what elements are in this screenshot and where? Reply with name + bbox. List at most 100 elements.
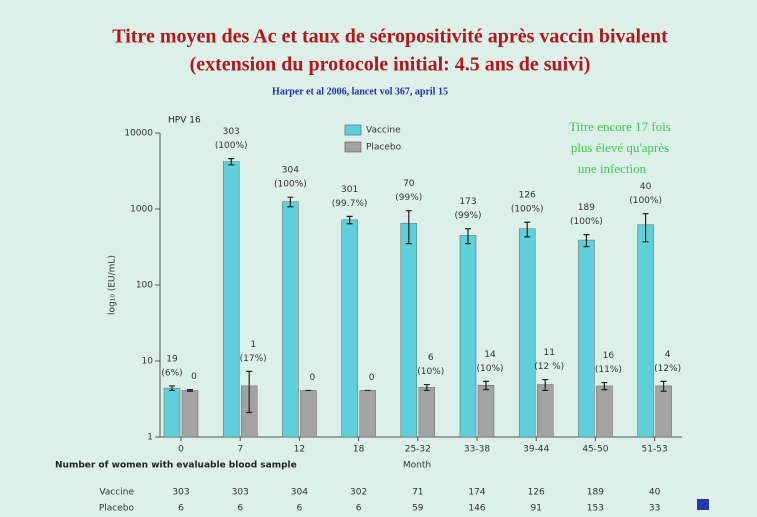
x-tick-label: 12: [294, 445, 305, 455]
percent-label: (100%): [274, 180, 307, 190]
percent-label: (100%): [511, 205, 544, 215]
bar: [536, 384, 554, 438]
percent-label: (12%): [654, 364, 681, 374]
percent-label: (11%): [595, 365, 622, 375]
table-title: Number of women with evaluable blood sam…: [55, 461, 297, 471]
count-label: 173: [459, 197, 476, 207]
error-bar: [465, 228, 471, 245]
error-bar: [346, 215, 353, 225]
table-row-label: Placebo: [99, 504, 135, 514]
percent-label: (12 %): [534, 362, 564, 372]
count-label: 0: [191, 372, 197, 382]
count-label: 6: [428, 353, 434, 363]
bar: [222, 161, 240, 438]
count-label: 301: [341, 185, 358, 195]
bar: [596, 385, 613, 438]
legend-label: Placebo: [366, 143, 402, 153]
count-label: 16: [603, 351, 615, 361]
source: Harper et al 2006, lancet vol 367, april…: [272, 86, 448, 97]
error-bar: [423, 383, 430, 392]
error-bar: [660, 380, 667, 392]
bar: [477, 384, 495, 438]
count-label: 1: [250, 340, 256, 350]
title: Titre moyen des Ac et taux de séropositi…: [112, 26, 668, 48]
count-label: 19: [166, 354, 178, 364]
count-label: 304: [282, 166, 299, 176]
percent-label: (6%): [161, 368, 182, 378]
table-cell: 6: [237, 504, 243, 514]
slide-icon: [697, 499, 709, 510]
y-axis-label: log₁₀ (EU/mL): [108, 255, 118, 315]
x-tick-label: 45-50: [582, 445, 608, 455]
bar: [341, 219, 358, 438]
bar: [459, 235, 477, 438]
bar: [163, 387, 181, 438]
count-label: 40: [640, 182, 652, 192]
x-tick-label: 0: [178, 445, 184, 455]
y-tick-label: 10: [142, 357, 154, 367]
table-cell: 303: [232, 488, 249, 498]
count-label: 11: [543, 348, 554, 358]
annotation: une infection: [578, 161, 647, 176]
y-tick-label: 1: [147, 433, 153, 443]
percent-label: (99.7%): [332, 199, 368, 209]
bar: [655, 385, 672, 438]
y-tick-label: 10000: [124, 129, 153, 139]
bar: [181, 390, 199, 438]
error-bar: [524, 221, 531, 238]
subtitle: (extension du protocole initial: 4.5 ans…: [190, 54, 591, 76]
table-cell: 146: [468, 504, 485, 514]
bar: [637, 224, 654, 438]
x-tick-label: 39-44: [523, 445, 549, 455]
table-row-label: Vaccine: [99, 488, 134, 498]
x-axis-label: Month: [403, 461, 431, 471]
bar: [359, 390, 376, 438]
table-cell: 40: [649, 488, 661, 498]
percent-label: (17%): [240, 354, 267, 364]
count-label: 0: [369, 373, 375, 383]
x-tick-label: 7: [237, 445, 243, 455]
error-bar: [601, 381, 608, 391]
count-label: 189: [578, 203, 595, 213]
legend-swatch: [344, 141, 362, 153]
table-cell: 174: [468, 488, 485, 498]
error-bar: [287, 196, 294, 208]
percent-label: (10%): [476, 364, 503, 374]
y-tick-label: 1000: [130, 205, 153, 215]
error-bar: [187, 389, 193, 392]
table-cell: 91: [530, 504, 541, 514]
panel-label: HPV 16: [168, 116, 201, 126]
percent-label: (10%): [417, 367, 444, 377]
bar: [300, 390, 317, 438]
bar: [282, 201, 299, 438]
table-cell: 153: [587, 504, 604, 514]
error-bar: [246, 370, 253, 414]
table-cell: 59: [412, 504, 424, 514]
percent-label: (100%): [215, 141, 248, 151]
error-bar: [228, 158, 235, 166]
percent-label: (100%): [570, 217, 603, 227]
table-cell: 126: [528, 488, 545, 498]
table-cell: 302: [350, 488, 367, 498]
table-cell: 6: [297, 504, 303, 514]
x-tick-label: 51-53: [642, 445, 668, 455]
error-bar: [483, 380, 489, 391]
count-label: 70: [403, 179, 415, 189]
table-cell: 189: [587, 488, 604, 498]
legend-label: Vaccine: [366, 126, 401, 136]
table-cell: 71: [412, 488, 423, 498]
count-label: 0: [310, 373, 316, 383]
count-label: 14: [484, 350, 496, 360]
error-bar: [542, 378, 549, 392]
annotation: Titre encore 17 fois: [569, 119, 671, 134]
error-bar: [583, 234, 590, 248]
table-cell: 304: [291, 488, 308, 498]
error-bar: [405, 210, 412, 245]
percent-label: (100%): [629, 196, 662, 206]
error-bar: [169, 385, 175, 392]
bar: [578, 239, 595, 438]
table-cell: 6: [356, 504, 362, 514]
table-cell: 303: [172, 488, 189, 498]
x-tick-label: 18: [353, 445, 365, 455]
